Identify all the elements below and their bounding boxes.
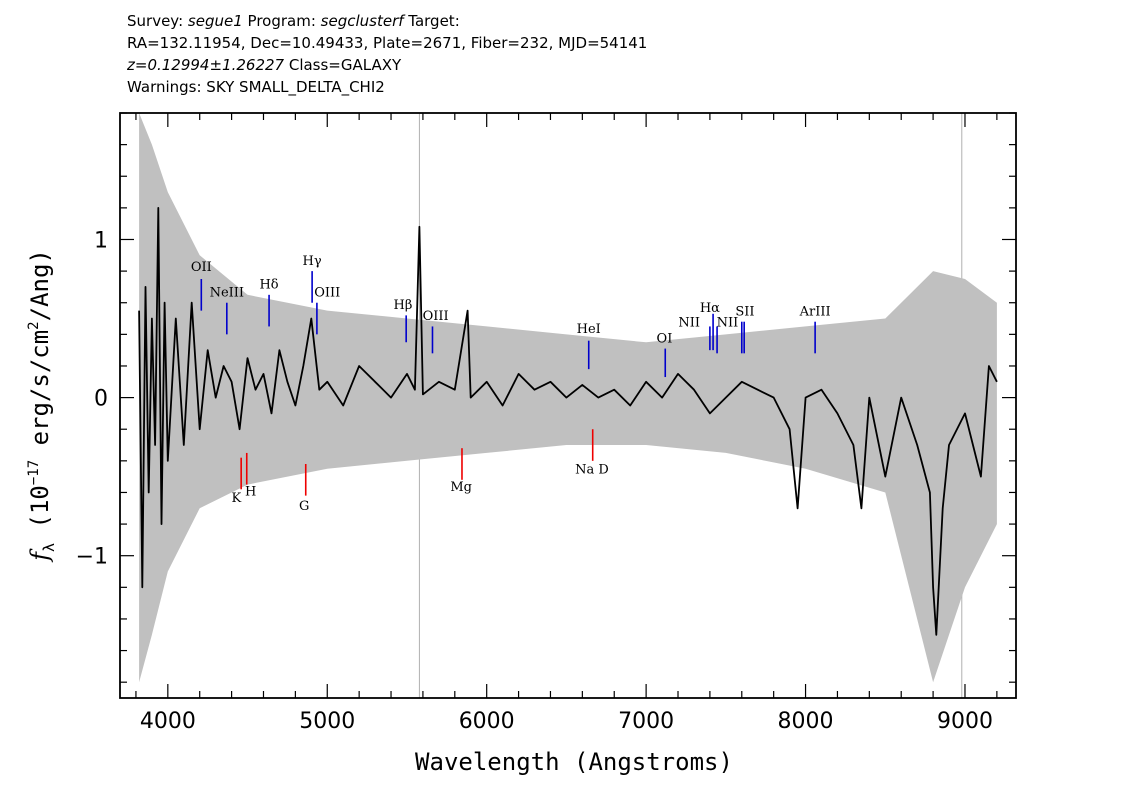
header-line-coords: RA=132.11954, Dec=10.49433, Plate=2671, … <box>127 34 648 52</box>
y-axis-label: fλ (10−17 erg/s/cm2/Ang) <box>26 249 58 563</box>
y-label-part-b: erg/s/cm <box>26 330 54 460</box>
x-tick-label-1: 5000 <box>299 709 355 734</box>
y-label-part-c: /Ang) <box>26 249 54 321</box>
program-value: segclusterf <box>320 12 404 30</box>
emission-label-6: OIII <box>423 309 449 324</box>
survey-value: segue1 <box>187 12 243 30</box>
absorption-label-4: Na D <box>575 462 609 477</box>
y-label-exponent: −17 <box>26 460 42 485</box>
absorption-label-2: G <box>299 499 309 514</box>
x-tick-label-3: 7000 <box>618 709 674 734</box>
survey-label: Survey: <box>127 12 188 30</box>
x-tick-label-4: 8000 <box>778 709 834 734</box>
emission-label-9: NII <box>678 315 700 330</box>
spectrum-header: Survey: segue1 Program: segclusterf Targ… <box>127 10 1027 98</box>
y-tick-label-2: 1 <box>94 228 108 253</box>
y-tick-label-0: −1 <box>76 545 108 570</box>
program-label: Program: <box>242 12 321 30</box>
flux-line <box>138 207 998 636</box>
class-value: Class=GALAXY <box>284 56 402 74</box>
redshift-value: z=0.12994±1.26227 <box>127 56 285 74</box>
absorption-label-1: H <box>245 485 256 500</box>
emission-label-3: Hγ <box>303 254 322 269</box>
header-line-warnings: Warnings: SKY SMALL_DELTA_CHI2 <box>127 78 385 96</box>
error-envelope <box>139 113 997 683</box>
emission-label-12: SII <box>735 304 754 319</box>
y-label-exponent-2: 2 <box>26 321 42 329</box>
plot-frame <box>119 112 1017 699</box>
emission-label-4: OIII <box>314 285 340 300</box>
emission-label-8: OI <box>657 331 673 346</box>
emission-label-10: Hα <box>700 301 720 316</box>
emission-label-11: NII <box>717 315 739 330</box>
absorption-label-0: K <box>232 491 242 506</box>
data-layer <box>138 113 998 683</box>
absorption-label-3: Mg <box>450 480 472 495</box>
header-line-redshift: z=0.12994±1.26227 Class=GALAXY <box>127 54 1027 76</box>
y-label-sub: λ <box>40 543 58 552</box>
x-tick-label-0: 4000 <box>140 709 196 734</box>
y-tick-label-1: 0 <box>94 387 108 412</box>
emission-label-0: OII <box>191 260 212 275</box>
emission-label-2: Hδ <box>259 278 278 293</box>
x-tick-label-2: 6000 <box>459 709 515 734</box>
header-line-survey: Survey: segue1 Program: segclusterf Targ… <box>127 10 1027 32</box>
emission-label-7: HeI <box>577 322 601 337</box>
emission-label-5: Hβ <box>394 298 413 313</box>
emission-label-13: ArIII <box>799 304 831 319</box>
emission-label-1: NeIII <box>210 285 244 300</box>
target-label: Target: <box>403 12 460 30</box>
y-label-part-a: (10 <box>26 485 54 543</box>
x-tick-label-5: 9000 <box>937 709 993 734</box>
x-axis-label: Wavelength (Angstroms) <box>415 748 733 776</box>
